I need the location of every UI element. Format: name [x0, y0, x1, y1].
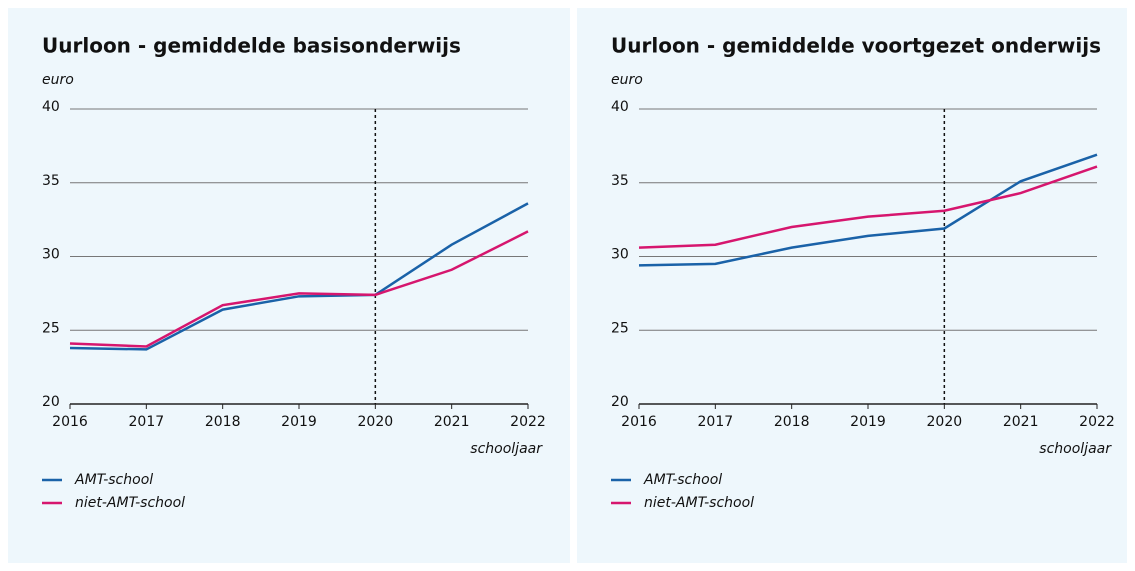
x-axis-label: schooljaar [1039, 441, 1112, 457]
y-tick-label: 40 [42, 99, 60, 115]
series-line [638, 165, 1098, 249]
y-unit-label: euro [42, 72, 74, 88]
x-tick-label: 2022 [510, 414, 546, 430]
legend-label: niet-AMT-school [75, 495, 185, 511]
y-tick-label: 25 [611, 320, 629, 336]
x-tick-label: 2019 [281, 414, 317, 430]
y-tick-label: 20 [611, 394, 629, 410]
x-tick-label: 2018 [205, 414, 241, 430]
x-tick-label: 2017 [129, 414, 165, 430]
x-tick-label: 2019 [850, 414, 886, 430]
x-tick-label: 2017 [698, 414, 734, 430]
series-line [69, 202, 529, 351]
y-tick-label: 25 [42, 320, 60, 336]
y-tick-label: 20 [42, 394, 60, 410]
y-tick-label: 30 [42, 247, 60, 263]
x-tick-label: 2016 [52, 414, 88, 430]
x-tick-label: 2020 [927, 414, 963, 430]
series-line [638, 153, 1098, 267]
series-line [69, 230, 529, 348]
x-tick-label: 2022 [1079, 414, 1115, 430]
y-tick-label: 30 [611, 247, 629, 263]
x-tick-label: 2016 [621, 414, 657, 430]
x-axis-label: schooljaar [470, 441, 543, 457]
x-tick-label: 2018 [774, 414, 810, 430]
chart-title: Uurloon - gemiddelde voortgezet onderwij… [611, 34, 1101, 58]
panel [577, 8, 1127, 563]
panel [8, 8, 570, 563]
x-tick-label: 2020 [358, 414, 394, 430]
legend-label: AMT-school [643, 472, 722, 488]
y-tick-label: 35 [42, 173, 60, 189]
chart-title: Uurloon - gemiddelde basisonderwijs [42, 34, 461, 58]
legend-label: AMT-school [74, 472, 153, 488]
legend-label: niet-AMT-school [644, 495, 754, 511]
y-tick-label: 40 [611, 99, 629, 115]
y-unit-label: euro [611, 72, 643, 88]
y-tick-label: 35 [611, 173, 629, 189]
x-tick-label: 2021 [1003, 414, 1039, 430]
x-tick-label: 2021 [434, 414, 470, 430]
